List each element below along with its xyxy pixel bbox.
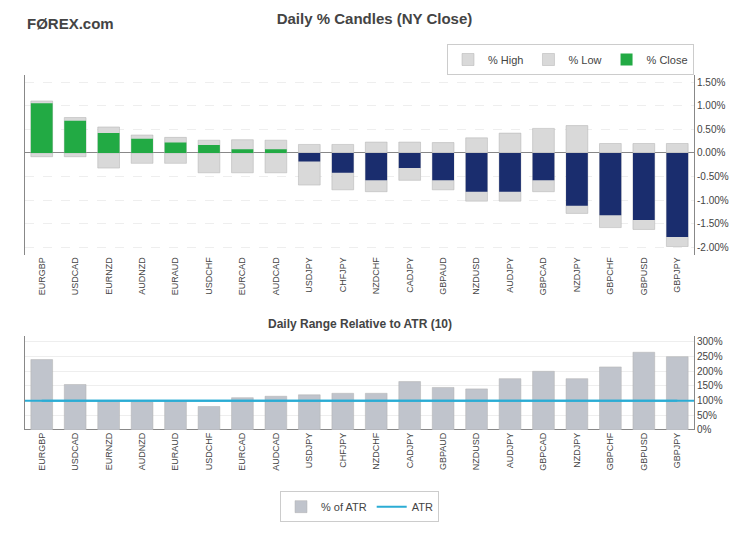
svg-text:-1.00%: -1.00% bbox=[697, 195, 729, 206]
svg-text:GBPJPY: GBPJPY bbox=[672, 257, 682, 293]
svg-text:-2.00%: -2.00% bbox=[697, 242, 729, 253]
svg-text:200%: 200% bbox=[697, 366, 723, 377]
svg-text:USDCHF: USDCHF bbox=[204, 432, 214, 470]
svg-text:GBPCAD: GBPCAD bbox=[538, 432, 548, 471]
svg-text:CHFJPY: CHFJPY bbox=[338, 433, 348, 468]
svg-text:USDJPY: USDJPY bbox=[304, 257, 314, 293]
svg-text:EURAUD: EURAUD bbox=[170, 432, 180, 471]
svg-text:NZDUSD: NZDUSD bbox=[472, 257, 482, 295]
svg-text:ATR: ATR bbox=[412, 501, 433, 513]
svg-text:1.00%: 1.00% bbox=[697, 100, 725, 111]
svg-text:GBPUSD: GBPUSD bbox=[639, 432, 649, 471]
svg-text:0.00%: 0.00% bbox=[697, 147, 725, 158]
svg-text:300%: 300% bbox=[697, 336, 723, 347]
svg-text:AUDJPY: AUDJPY bbox=[505, 433, 515, 469]
svg-text:% Low: % Low bbox=[568, 54, 601, 66]
svg-text:% High: % High bbox=[488, 54, 523, 66]
svg-text:EURCAD: EURCAD bbox=[237, 257, 247, 296]
svg-text:1.50%: 1.50% bbox=[697, 77, 725, 88]
svg-text:USDCAD: USDCAD bbox=[70, 257, 80, 296]
svg-text:GBPCHF: GBPCHF bbox=[605, 257, 615, 295]
svg-text:GBPJPY: GBPJPY bbox=[672, 433, 682, 469]
svg-text:GBPUSD: GBPUSD bbox=[639, 257, 649, 296]
svg-text:% of ATR: % of ATR bbox=[321, 501, 367, 513]
svg-text:FØREX.com: FØREX.com bbox=[27, 15, 114, 32]
svg-text:USDCHF: USDCHF bbox=[204, 257, 214, 295]
svg-text:150%: 150% bbox=[697, 380, 723, 391]
svg-text:EURCAD: EURCAD bbox=[237, 432, 247, 471]
svg-text:AUDJPY: AUDJPY bbox=[505, 257, 515, 293]
svg-text:EURNZD: EURNZD bbox=[104, 432, 114, 470]
svg-text:EURGBP: EURGBP bbox=[37, 257, 47, 295]
svg-text:AUDCAD: AUDCAD bbox=[271, 257, 281, 296]
svg-text:-0.50%: -0.50% bbox=[697, 171, 729, 182]
svg-text:50%: 50% bbox=[697, 410, 717, 421]
svg-text:0%: 0% bbox=[697, 424, 712, 435]
svg-text:EURAUD: EURAUD bbox=[170, 257, 180, 296]
svg-text:NZDJPY: NZDJPY bbox=[572, 257, 582, 292]
svg-text:CHFJPY: CHFJPY bbox=[338, 257, 348, 292]
svg-text:Daily % Candles (NY Close): Daily % Candles (NY Close) bbox=[277, 10, 473, 27]
svg-text:CADJPY: CADJPY bbox=[405, 257, 415, 293]
svg-text:EURGBP: EURGBP bbox=[37, 433, 47, 471]
svg-text:NZDCHF: NZDCHF bbox=[371, 257, 381, 294]
svg-text:Daily Range Relative to ATR (1: Daily Range Relative to ATR (10) bbox=[268, 317, 452, 331]
svg-text:250%: 250% bbox=[697, 351, 723, 362]
svg-text:GBPCHF: GBPCHF bbox=[605, 432, 615, 470]
svg-text:NZDCHF: NZDCHF bbox=[371, 432, 381, 469]
svg-text:USDJPY: USDJPY bbox=[304, 433, 314, 469]
svg-text:USDCAD: USDCAD bbox=[70, 432, 80, 471]
svg-text:AUDNZD: AUDNZD bbox=[137, 432, 147, 470]
svg-text:GBPCAD: GBPCAD bbox=[538, 257, 548, 296]
svg-text:% Close: % Close bbox=[647, 54, 688, 66]
svg-text:NZDUSD: NZDUSD bbox=[472, 432, 482, 470]
svg-text:EURNZD: EURNZD bbox=[104, 257, 114, 295]
svg-text:CADJPY: CADJPY bbox=[405, 433, 415, 469]
svg-text:0.50%: 0.50% bbox=[697, 124, 725, 135]
svg-text:-1.50%: -1.50% bbox=[697, 218, 729, 229]
svg-text:GBPAUD: GBPAUD bbox=[438, 432, 448, 470]
svg-text:AUDNZD: AUDNZD bbox=[137, 257, 147, 295]
svg-text:AUDCAD: AUDCAD bbox=[271, 432, 281, 471]
svg-text:GBPAUD: GBPAUD bbox=[438, 257, 448, 295]
svg-text:NZDJPY: NZDJPY bbox=[572, 433, 582, 468]
svg-text:100%: 100% bbox=[697, 395, 723, 406]
